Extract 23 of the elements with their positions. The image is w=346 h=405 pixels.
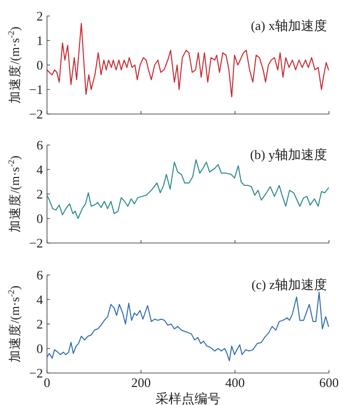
x-tick-label: 600: [319, 375, 339, 390]
y-tick-label: −1: [29, 82, 43, 97]
y-tick-label: 4: [36, 162, 44, 177]
y-tick-label: −2: [29, 236, 43, 250]
y-tick-label: −2: [29, 366, 43, 380]
x-axis-title: 采样点编号: [156, 391, 220, 405]
y-tick-label: 2: [36, 8, 43, 24]
chart-title: (c) z轴加速度: [252, 277, 327, 292]
x-tick-label: 400: [225, 375, 245, 390]
y-tick-label: 0: [36, 211, 43, 226]
y-tick-label: 6: [36, 138, 44, 152]
y-tick-label: 6: [36, 268, 44, 282]
x-tick-label: 200: [131, 375, 151, 390]
chart-title: (b) y轴加速度: [250, 147, 327, 162]
y-tick-label: −2: [29, 106, 43, 122]
y-tick-label: 2: [36, 186, 43, 202]
y-tick-label: 4: [36, 292, 44, 307]
y-tick-label: 0: [36, 341, 43, 356]
line-series: [46, 292, 330, 362]
y-tick-label: 2: [36, 316, 43, 332]
y-tick-label: 0: [36, 58, 43, 72]
y-tick-label: 1: [36, 33, 43, 48]
chart-title: (a) x轴加速度: [250, 18, 327, 33]
